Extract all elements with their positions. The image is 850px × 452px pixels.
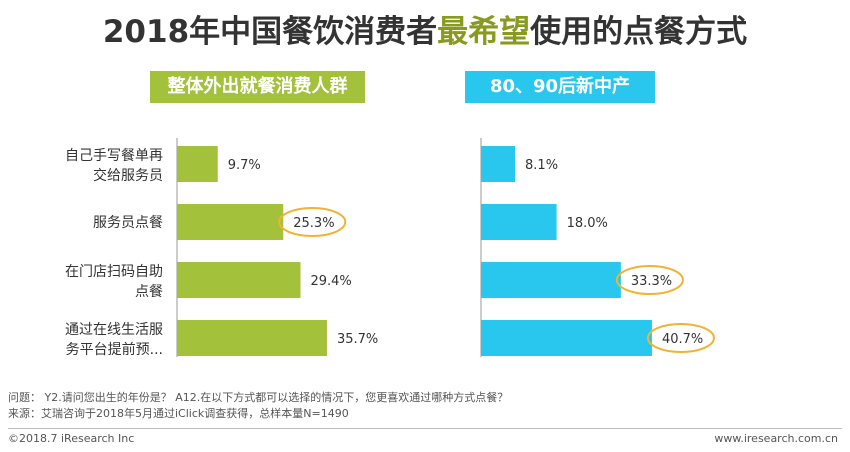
category-label: 交给服务员	[93, 167, 163, 184]
title-part: 2018年中国餐饮消费者	[102, 14, 438, 50]
bar	[481, 320, 652, 356]
bar	[481, 262, 621, 298]
copyright: ©2018.7 iResearch Inc	[8, 432, 135, 445]
bar	[177, 204, 284, 240]
bar	[481, 204, 557, 240]
website: www.iresearch.com.cn	[714, 432, 838, 445]
category-label: 务平台提前预...	[66, 341, 163, 358]
category-label: 自己手写餐单再	[65, 148, 163, 164]
data-label: 40.7%	[662, 332, 703, 347]
footer-divider	[8, 428, 842, 429]
data-label: 35.7%	[337, 332, 378, 347]
category-label: 通过在线生活服	[65, 322, 163, 338]
group-badge-new-middle-class: 80、90后新中产	[465, 71, 655, 103]
group-badge-overall: 整体外出就餐消费人群	[150, 71, 365, 103]
highlight-circle	[615, 265, 684, 295]
title-highlight: 最希望	[437, 14, 531, 50]
data-label: 29.4%	[310, 274, 351, 289]
bar-chart: 9.7% 25.3% 29.4% 35.7% 8.1% 18.0% 33.3% 40.7% 自己…	[65, 138, 715, 358]
category-label: 服务员点餐	[93, 215, 163, 231]
highlight-circle	[278, 207, 347, 237]
category-label: 在门店扫码自助	[65, 264, 163, 280]
data-label: 25.3%	[293, 216, 334, 231]
data-label: 33.3%	[631, 274, 672, 289]
data-label: 18.0%	[567, 216, 608, 231]
bar	[177, 320, 327, 356]
footer-question: 问题： Y2.请问您出生的年份是？ A12.在以下方式都可以选择的情况下，您更喜…	[8, 391, 509, 404]
bar	[177, 262, 301, 298]
highlight-circle	[646, 323, 715, 353]
title-part: 使用的点餐方式	[530, 14, 748, 50]
category-label: 点餐	[135, 284, 163, 300]
page-title: 2018年中国餐饮消费者最希望使用的点餐方式	[0, 6, 850, 51]
bar	[177, 146, 218, 182]
footer-source: 来源：艾瑞咨询于2018年5月通过iClick调查获得，总样本量N=1490	[8, 407, 349, 420]
bar	[481, 146, 516, 182]
data-label: 9.7%	[228, 158, 261, 173]
data-label: 8.1%	[525, 158, 558, 173]
